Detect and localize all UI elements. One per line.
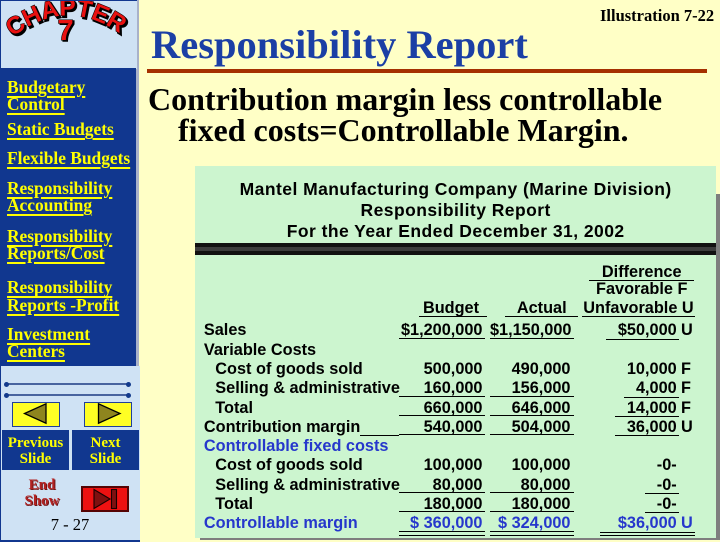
svg-text:7: 7 bbox=[59, 16, 75, 48]
svg-text:7: 7 bbox=[58, 15, 74, 47]
